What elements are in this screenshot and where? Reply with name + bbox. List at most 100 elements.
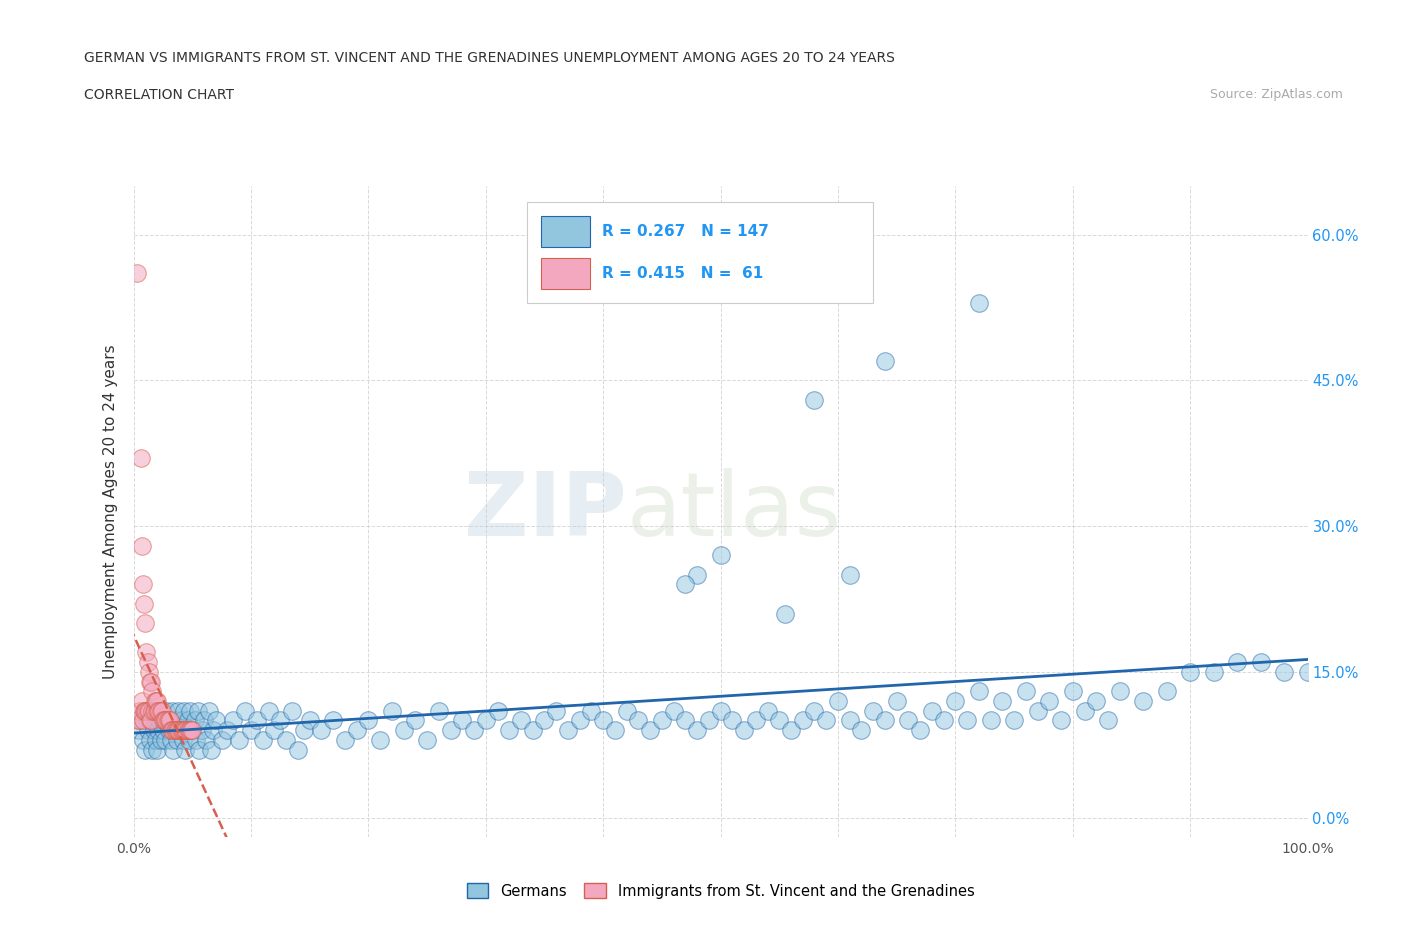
Point <box>745 713 768 728</box>
Point <box>128 713 150 728</box>
Point <box>148 703 170 718</box>
Point <box>1015 684 1038 698</box>
Point <box>176 723 198 737</box>
Point <box>157 723 180 737</box>
Point <box>222 713 245 728</box>
Point <box>172 733 194 748</box>
Point <box>169 723 191 737</box>
Point <box>773 606 796 621</box>
Point <box>145 694 167 709</box>
Point <box>217 723 239 737</box>
Point <box>439 723 461 737</box>
Point <box>673 577 696 591</box>
Point <box>627 713 650 728</box>
Point <box>292 723 315 737</box>
Point <box>174 742 197 757</box>
Point <box>146 694 169 709</box>
Point <box>176 713 198 728</box>
Point <box>1272 664 1295 679</box>
Point <box>148 723 170 737</box>
Point <box>183 713 205 728</box>
Text: ZIP: ZIP <box>464 468 627 555</box>
Point <box>165 723 187 737</box>
Point <box>136 723 159 737</box>
Point <box>603 723 626 737</box>
Point <box>956 713 979 728</box>
Point <box>486 703 509 718</box>
Point <box>181 723 204 737</box>
Point <box>862 703 884 718</box>
Point <box>149 703 172 718</box>
Point <box>143 713 166 728</box>
Text: CORRELATION CHART: CORRELATION CHART <box>84 88 235 102</box>
Point <box>838 713 860 728</box>
Point <box>733 723 755 737</box>
Point <box>149 733 172 748</box>
Point <box>153 713 176 728</box>
Point <box>233 703 256 718</box>
Point <box>322 713 344 728</box>
Point <box>287 742 309 757</box>
Y-axis label: Unemployment Among Ages 20 to 24 years: Unemployment Among Ages 20 to 24 years <box>103 344 118 679</box>
Point <box>169 723 191 737</box>
Point <box>141 703 163 718</box>
Point <box>131 713 153 728</box>
Point <box>169 723 191 737</box>
Point <box>131 694 153 709</box>
Point <box>686 567 709 582</box>
Point <box>160 733 183 748</box>
Point <box>662 703 685 718</box>
Point <box>1038 694 1060 709</box>
Point <box>1250 655 1272 670</box>
Point <box>1132 694 1154 709</box>
Point <box>170 713 193 728</box>
Point <box>173 703 195 718</box>
Point <box>132 733 155 748</box>
Point <box>134 616 156 631</box>
Point <box>838 567 860 582</box>
Point <box>184 733 207 748</box>
Point <box>1226 655 1249 670</box>
Point <box>510 713 533 728</box>
Point <box>673 713 696 728</box>
Point <box>139 733 162 748</box>
Point <box>932 713 955 728</box>
Point <box>135 703 157 718</box>
Point <box>945 694 967 709</box>
Point <box>1202 664 1225 679</box>
Point <box>135 644 157 659</box>
Point <box>416 733 439 748</box>
Point <box>139 713 162 728</box>
Point <box>463 723 485 737</box>
Point <box>127 266 149 281</box>
Point <box>142 723 165 737</box>
Point <box>1050 713 1073 728</box>
Point <box>257 703 280 718</box>
Point <box>921 703 943 718</box>
Point <box>263 723 285 737</box>
Point <box>187 703 209 718</box>
Point <box>1073 703 1095 718</box>
Point <box>134 596 156 611</box>
Point <box>143 703 166 718</box>
Point <box>246 713 269 728</box>
Point <box>146 703 169 718</box>
Point <box>1085 694 1108 709</box>
Point <box>128 703 150 718</box>
Point <box>710 548 733 563</box>
Point <box>146 742 169 757</box>
Point <box>172 723 194 737</box>
Point <box>1002 713 1025 728</box>
Point <box>193 713 215 728</box>
Legend: Germans, Immigrants from St. Vincent and the Grenadines: Germans, Immigrants from St. Vincent and… <box>461 878 980 905</box>
Point <box>177 733 200 748</box>
Point <box>967 295 990 310</box>
Point <box>131 538 153 553</box>
Point <box>427 703 450 718</box>
Point <box>148 713 170 728</box>
Point <box>162 723 184 737</box>
Point <box>546 703 568 718</box>
Point <box>1062 684 1084 698</box>
Point <box>136 655 159 670</box>
Point <box>381 703 404 718</box>
